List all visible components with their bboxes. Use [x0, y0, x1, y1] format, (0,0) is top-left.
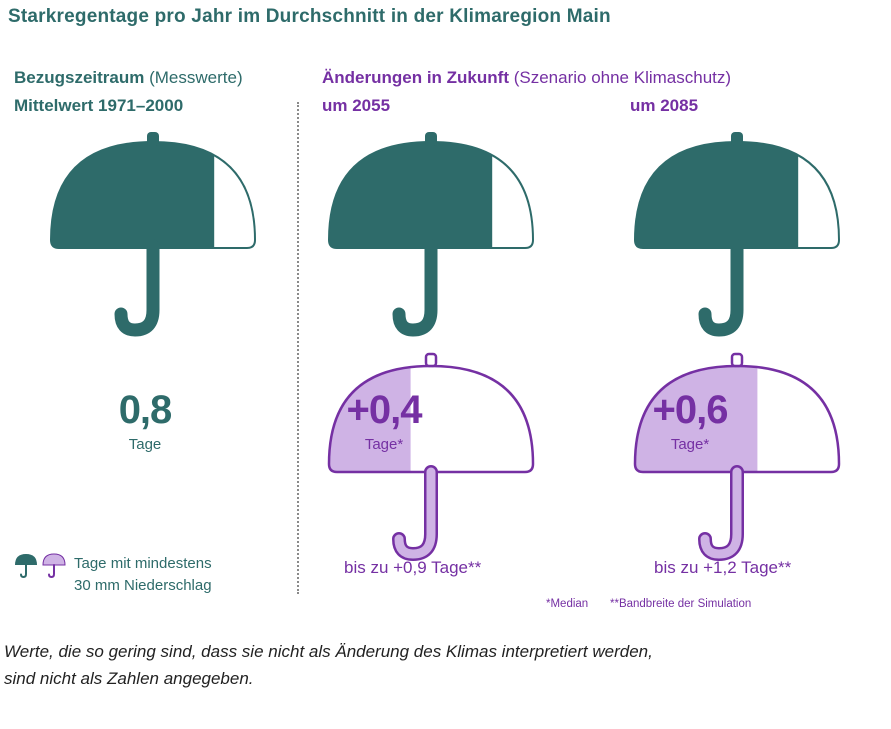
section-divider — [297, 102, 299, 594]
legend-umbrella-filled-icon — [15, 554, 37, 579]
umbrella-filled-icon — [328, 132, 534, 337]
reference-value: 0,8 — [118, 388, 173, 432]
note-line-1: Werte, die so gering sind, dass sie nich… — [4, 642, 653, 661]
page-title: Starkregentage pro Jahr im Durchschnitt … — [8, 6, 611, 27]
range-2055: bis zu +0,9 Tage** — [344, 558, 482, 577]
reference-unit: Tage — [128, 436, 162, 453]
change-2055-value: +0,4 — [346, 388, 423, 432]
footnote-median: *Median — [546, 598, 589, 610]
legend-line-2: 30 mm Niederschlag — [74, 577, 212, 594]
range-2085: bis zu +1,2 Tage** — [654, 558, 792, 577]
umbrella-change-icon — [327, 352, 535, 562]
change-2085-unit: Tage* — [670, 436, 710, 453]
footnote-range: **Bandbreite der Simulation — [610, 598, 752, 610]
umbrella-filled-icon — [634, 132, 840, 337]
legend-line-1: Tage mit mindestens — [74, 555, 212, 572]
reference-heading: Bezugszeitraum (Messwerte) — [14, 68, 243, 87]
note-line-2: sind nicht als Zahlen angegeben. — [4, 669, 254, 688]
umbrella-change-icon — [633, 352, 841, 562]
change-2055-unit: Tage* — [364, 436, 404, 453]
future-heading: Änderungen in Zukunft (Szenario ohne Kli… — [322, 68, 732, 87]
period-2055-label: um 2055 — [322, 96, 391, 115]
umbrella-filled-icon — [50, 132, 256, 337]
explanatory-note: Werte, die so gering sind, dass sie nich… — [4, 638, 884, 692]
period-2085-label: um 2085 — [630, 96, 699, 115]
legend-umbrella-change-icon — [42, 553, 66, 579]
reference-subheading: Mittelwert 1971–2000 — [14, 96, 184, 115]
change-2085-value: +0,6 — [652, 388, 729, 432]
